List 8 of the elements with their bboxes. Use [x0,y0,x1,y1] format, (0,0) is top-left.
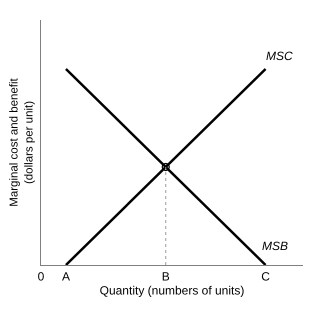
x-tick-label: C [261,269,270,284]
x-tick-label: 0 [38,269,45,284]
series-label: MSC [266,49,293,63]
x-axis-title: Quantity (numbers of units) [100,283,244,298]
x-tick-label: B [162,269,170,284]
series-label: MSB [262,239,288,253]
x-tick-label: A [62,269,70,284]
y-axis-title: Marginal cost and benefit (dollars per unit) [8,77,36,207]
